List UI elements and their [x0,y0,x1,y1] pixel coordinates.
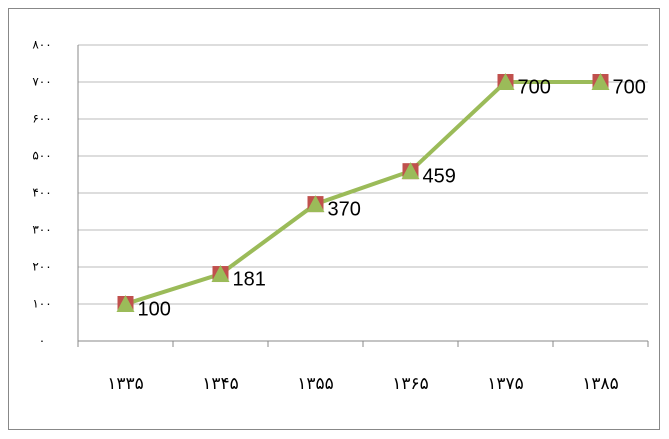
x-tick-label: ۱۳۳۵ [107,374,144,394]
y-tick-label: ۲۰۰ [32,260,51,274]
y-tick-label: ۶۰۰ [32,112,51,126]
data-label: 700 [518,76,551,98]
x-tick-label: ۱۳۸۵ [582,374,619,394]
data-label: 459 [423,165,456,187]
x-tick-label: ۱۳۵۵ [297,374,334,394]
y-tick-label: ۰ [39,334,45,348]
y-tick-label: ۸۰۰ [32,38,51,52]
x-tick-label: ۱۳۷۵ [487,374,524,394]
y-tick-label: ۷۰۰ [32,75,51,89]
x-tick-label: ۱۳۴۵ [202,374,239,394]
data-label: 370 [328,198,361,220]
x-tick-label: ۱۳۶۵ [392,374,429,394]
y-tick-label: ۱۰۰ [32,297,51,311]
y-tick-label: ۴۰۰ [32,186,51,200]
y-tick-label: ۳۰۰ [32,223,51,237]
chart: ۰ ۱۰۰ ۲۰۰ ۳۰۰ ۴۰۰ ۵۰۰ ۶۰۰ ۷۰۰ ۸۰۰ ۱۳۳۵ ۱۳۴۵ ۱۳۵۵ ۱۳۶… [0,0,669,439]
y-tick-label: ۵۰۰ [32,149,51,163]
data-label: 700 [613,76,646,98]
data-label: 181 [233,268,266,290]
data-label: 100 [138,298,171,320]
